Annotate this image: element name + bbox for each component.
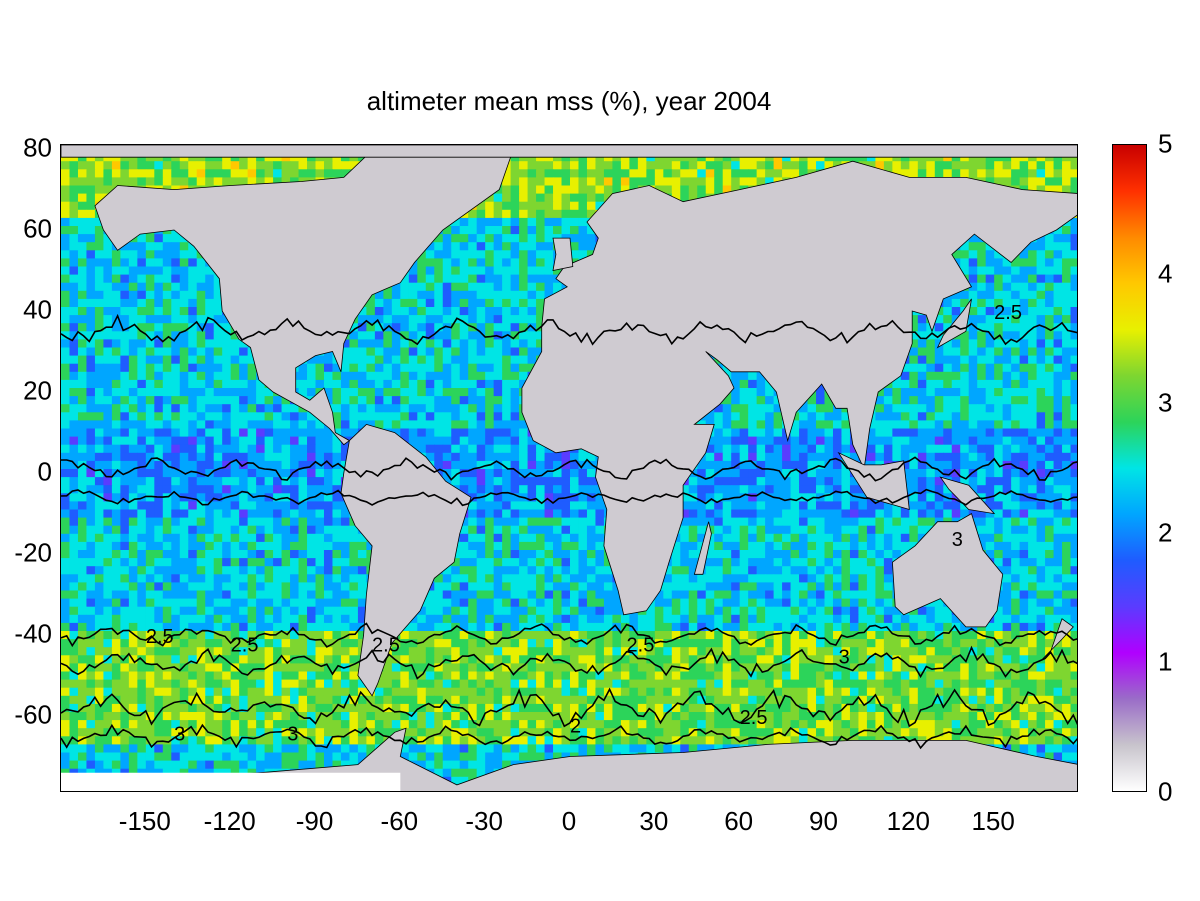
y-tick-label: -40	[14, 618, 52, 649]
y-tick-label: 60	[23, 213, 52, 244]
land-indonesia	[837, 451, 910, 511]
x-tick-label: -60	[380, 806, 419, 836]
colorbar-tick-label: 1	[1158, 646, 1173, 677]
colorbar-tick-label: 4	[1158, 258, 1173, 289]
y-tick-label: -20	[14, 537, 52, 568]
contour-label: 2.5	[994, 302, 1022, 324]
land-greenland-cap	[61, 145, 1077, 158]
x-tick-label: -30	[465, 806, 503, 836]
land-south-america	[340, 423, 472, 697]
land-masses	[61, 145, 1077, 791]
x-tick-label: 60	[724, 806, 754, 836]
x-tick-label: -90	[295, 806, 334, 836]
contour-line	[61, 622, 1077, 648]
x-tick-label: 120	[886, 806, 931, 836]
contour-line	[61, 313, 1077, 346]
colorbar-tick-label: 2	[1158, 517, 1173, 548]
contour-line	[61, 645, 1077, 680]
contour-label: 2.5	[627, 634, 655, 656]
contour-line	[61, 723, 1077, 750]
x-tick-label: 150	[971, 806, 1015, 836]
contour-label: 2	[570, 715, 581, 737]
contour-label: 2.5	[372, 634, 400, 656]
y-tick-label: 0	[37, 456, 52, 487]
y-tick-label: 80	[23, 132, 52, 163]
contour-label: 3	[839, 646, 850, 668]
colorbar-tick-label: 5	[1158, 128, 1173, 159]
y-tick-label: 20	[23, 375, 52, 406]
x-tick-label: 0	[561, 806, 577, 836]
land-eurasia-africa	[521, 160, 1077, 616]
contour-label: 3	[287, 723, 298, 745]
land-uk	[552, 237, 574, 272]
y-tick-label: 40	[23, 294, 52, 325]
y-tick-label: -60	[14, 699, 52, 730]
contour-line	[61, 488, 1077, 507]
colorbar-tick-label: 0	[1158, 776, 1173, 807]
contour-line	[61, 456, 1077, 482]
land-new-zealand	[1041, 618, 1074, 660]
land-japan	[936, 298, 972, 349]
x-tick-label: -120	[203, 806, 256, 836]
contour-label: 2.5	[146, 626, 174, 648]
colorbar	[1112, 144, 1147, 792]
contour-label: 3	[174, 723, 185, 745]
mss-heatmap: 2.5 2.5 2.5 2.5 2.5 3 3 3 2 2.5 3	[61, 145, 1077, 791]
land-new-guinea	[939, 476, 996, 515]
land-madagascar	[693, 521, 712, 575]
x-tick-label: 90	[809, 806, 838, 836]
contour-label: 2.5	[231, 634, 259, 656]
x-tick-label: -150	[118, 806, 171, 836]
contour-lines	[61, 313, 1077, 750]
contour-label: 2.5	[740, 707, 768, 729]
chart-title: altimeter mean mss (%), year 2004	[366, 86, 772, 116]
sea-ice	[61, 772, 401, 791]
land-north-america	[94, 145, 514, 446]
colorbar-tick-label: 3	[1158, 387, 1173, 418]
x-tick-label: 30	[639, 806, 669, 836]
contour-line	[61, 687, 1077, 728]
land-australia	[891, 513, 1004, 628]
map-plot-area: 2.5 2.5 2.5 2.5 2.5 3 3 3 2 2.5 3	[60, 144, 1078, 792]
contour-label: 3	[952, 529, 963, 551]
